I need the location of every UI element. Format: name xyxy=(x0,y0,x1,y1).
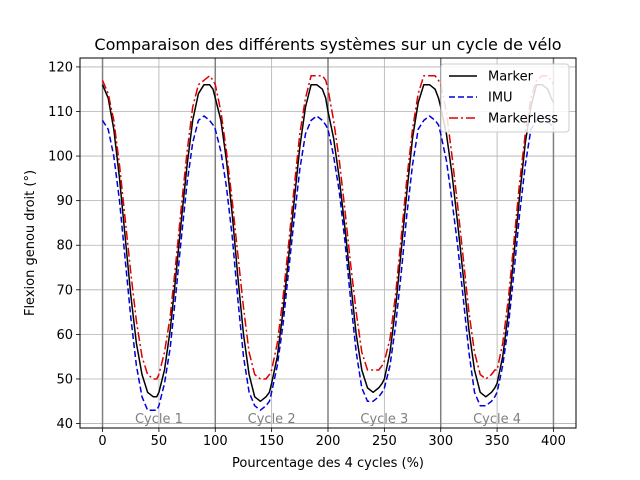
y-tick-label: 110 xyxy=(48,105,73,120)
series-lines xyxy=(101,75,555,411)
y-tick-label: 100 xyxy=(48,150,73,165)
cycle-label: Cycle 3 xyxy=(360,412,408,427)
legend-label: IMU xyxy=(488,91,513,106)
x-axis-ticks: 0 50 100 150 200 250 300 350 400 xyxy=(98,428,566,449)
cycle-labels: Cycle 1 Cycle 2 Cycle 3 Cycle 4 xyxy=(135,412,521,427)
x-tick-label: 400 xyxy=(541,434,566,449)
y-tick-label: 40 xyxy=(56,417,73,432)
y-tick-label: 120 xyxy=(48,60,73,75)
y-axis-label: Flexion genou droit (°) xyxy=(23,170,38,316)
y-tick-label: 50 xyxy=(56,372,73,387)
x-tick-label: 0 xyxy=(98,434,106,449)
x-tick-label: 250 xyxy=(372,434,397,449)
cycle-label: Cycle 1 xyxy=(135,412,183,427)
series-line-imu xyxy=(101,115,555,411)
y-axis-ticks: 40 50 60 70 80 90 100 110 120 xyxy=(48,60,80,432)
cycle-label: Cycle 2 xyxy=(248,412,296,427)
series-line-marker xyxy=(101,83,555,403)
x-tick-label: 350 xyxy=(485,434,510,449)
series-line-markerless xyxy=(101,75,555,380)
legend-label: Markerless xyxy=(488,112,558,127)
x-tick-label: 300 xyxy=(428,434,453,449)
legend-box xyxy=(440,63,570,133)
x-axis-label: Pourcentage des 4 cycles (%) xyxy=(232,456,424,471)
y-tick-label: 70 xyxy=(56,283,73,298)
y-tick-label: 60 xyxy=(56,328,73,343)
y-tick-label: 90 xyxy=(56,194,73,209)
legend: Marker IMU Markerless xyxy=(440,63,570,133)
x-tick-label: 100 xyxy=(203,434,228,449)
x-tick-label: 50 xyxy=(151,434,168,449)
cycle-label: Cycle 4 xyxy=(473,412,521,427)
x-tick-label: 150 xyxy=(259,434,284,449)
y-tick-label: 80 xyxy=(56,239,73,254)
legend-label: Marker xyxy=(488,70,534,85)
x-tick-label: 200 xyxy=(316,434,341,449)
chart-title: Comparaison des différents systèmes sur … xyxy=(94,35,561,54)
